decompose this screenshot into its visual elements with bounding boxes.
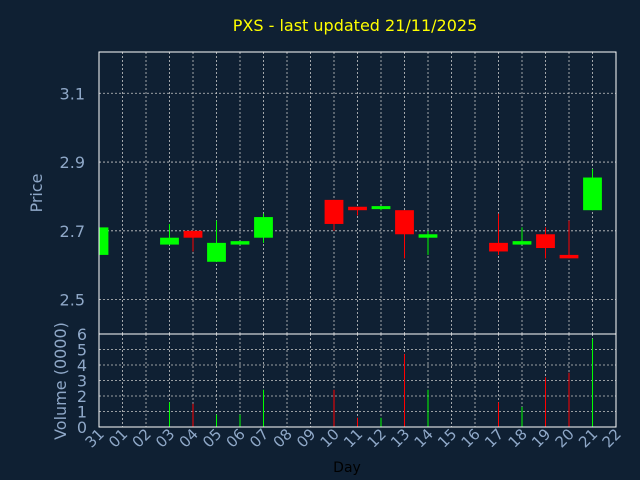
candle-body <box>512 241 532 245</box>
x-tick-label: 16 <box>458 425 484 451</box>
candle <box>207 220 226 262</box>
candle-body <box>183 230 203 238</box>
candle-body <box>254 217 273 238</box>
volume-tick-label: 2 <box>77 387 87 406</box>
candle-body <box>583 177 602 211</box>
x-tick-label: 13 <box>387 425 413 451</box>
candle <box>371 206 391 211</box>
candle-body <box>348 206 367 211</box>
volume-axis-label: Volume (0000) <box>51 322 70 440</box>
x-tick-label: 10 <box>317 425 343 451</box>
price-tick-label: 2.5 <box>60 291 85 310</box>
x-tick-label: 08 <box>270 425 296 451</box>
chart-title: PXS - last updated 21/11/2025 <box>233 16 478 35</box>
volume-tick-label: 0 <box>77 418 87 437</box>
candle-body <box>160 237 179 245</box>
price-tick-label: 2.9 <box>60 153 85 172</box>
x-axis-label: Day <box>333 460 361 476</box>
candle-body <box>536 234 555 249</box>
price-grid <box>99 52 616 334</box>
candle-body <box>207 242 226 262</box>
candle-body <box>418 234 438 238</box>
candle-body <box>99 227 109 255</box>
price-tick-label: 2.7 <box>60 222 85 241</box>
x-tick-label: 14 <box>411 425 437 451</box>
x-tick-label: 21 <box>575 425 601 451</box>
candle <box>395 210 414 259</box>
candle <box>98 227 109 255</box>
x-tick-label: 17 <box>481 425 507 451</box>
candle-body <box>559 254 579 259</box>
x-tick-label: 20 <box>552 425 578 451</box>
price-y-axis: 2.5 2.7 2.9 3.1 <box>60 84 85 309</box>
x-tick-label: 11 <box>340 425 366 451</box>
candle <box>254 213 273 243</box>
candle <box>489 213 508 255</box>
x-tick-label: 19 <box>528 425 554 451</box>
candle <box>512 227 532 245</box>
volume-tick-label: 1 <box>77 403 87 422</box>
x-tick-label: 04 <box>176 425 202 451</box>
x-axis: 3101020304050607080910111213141516171819… <box>82 425 625 451</box>
volume-grid <box>99 334 616 427</box>
price-tick-label: 3.1 <box>60 84 85 103</box>
candle <box>324 199 344 231</box>
volume-tick-label: 5 <box>77 341 87 360</box>
candle <box>583 168 602 211</box>
x-tick-label: 18 <box>505 425 531 451</box>
x-tick-label: 22 <box>599 425 625 451</box>
volume-tick-label: 4 <box>77 356 87 375</box>
price-candles <box>98 168 602 262</box>
volume-tick-label: 3 <box>77 372 87 391</box>
x-tick-label: 09 <box>293 425 319 451</box>
candle <box>536 227 555 259</box>
volume-tick-label: 6 <box>77 325 87 344</box>
x-tick-label: 01 <box>105 425 131 451</box>
candle-body <box>489 242 508 252</box>
candle-body <box>230 241 250 245</box>
price-axis-label: Price <box>27 173 46 212</box>
candle-body <box>395 210 414 235</box>
candle <box>559 220 579 259</box>
candle-body <box>324 199 344 224</box>
candle <box>418 230 438 255</box>
volume-bars <box>169 338 593 427</box>
candle <box>160 223 179 245</box>
x-tick-label: 15 <box>434 425 460 451</box>
candle-body <box>371 206 391 210</box>
x-tick-label: 12 <box>364 425 390 451</box>
candle <box>230 241 250 245</box>
x-tick-label: 07 <box>246 425 272 451</box>
x-tick-label: 05 <box>199 425 225 451</box>
volume-panel-frame <box>98 333 617 428</box>
candle <box>348 206 367 216</box>
x-tick-label: 06 <box>223 425 249 451</box>
x-tick-label: 02 <box>129 425 155 451</box>
candle <box>183 230 203 252</box>
x-tick-label: 03 <box>152 425 178 451</box>
